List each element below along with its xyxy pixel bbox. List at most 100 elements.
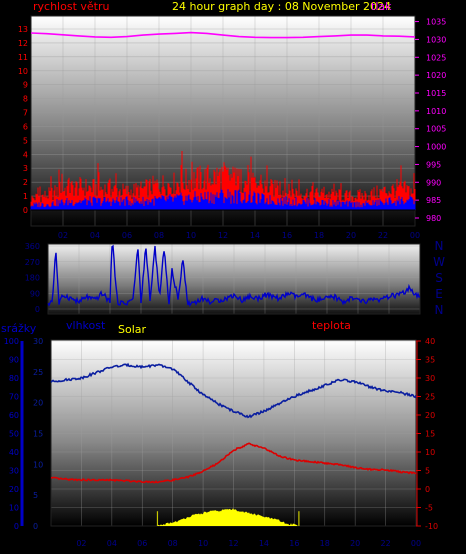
rain-tick-50: 50	[9, 430, 19, 439]
dir-tick-180: 180	[25, 274, 40, 283]
rain-tick-0: 0	[14, 522, 19, 531]
pressure-tick-985: 985	[426, 196, 441, 205]
dir-tick-360: 360	[25, 242, 40, 251]
dir-tick-0: 0	[35, 305, 40, 314]
time-axis-1: 02 04 06 08 10 12 14 16 18 20 22 00	[58, 231, 420, 240]
temp-tick-20: 20	[425, 411, 435, 420]
wind-tick-11: 11	[18, 53, 28, 62]
time-tick1-12: 12	[218, 231, 228, 240]
pressure-tick-1020: 1020	[426, 71, 446, 80]
time-tick3-20: 20	[350, 539, 360, 548]
direction-axis: 0 90 180 270 360	[25, 242, 40, 314]
pressure-tick-1025: 1025	[426, 53, 446, 62]
compass-w-1: W	[433, 255, 445, 269]
wind-tick-13: 13	[18, 25, 28, 34]
time-tick1-20: 20	[346, 231, 356, 240]
wind-tick-4: 4	[23, 150, 28, 159]
wind-speed-label: rychlost větru	[33, 0, 109, 13]
humidity-label: vlhkost	[66, 319, 106, 332]
compass-n-4: N	[435, 303, 444, 317]
wind-direction-frame	[47, 243, 421, 315]
wind-pressure-series	[30, 31, 416, 210]
pressure-tick-1015: 1015	[426, 89, 446, 98]
wind-tick-9: 9	[23, 81, 28, 90]
rain-label: srážky	[1, 322, 37, 335]
rain-tick-60: 60	[9, 411, 19, 420]
time-tick1-10: 10	[186, 231, 196, 240]
temperature-line	[50, 442, 417, 484]
time-tick3-08: 08	[168, 539, 178, 548]
wind-pressure-frame	[30, 15, 416, 227]
rain-tick-90: 90	[9, 356, 19, 365]
temp-tick-40: 40	[425, 337, 435, 346]
humidity-tick-10: 10	[33, 460, 43, 469]
temp-tick-0: 0	[425, 485, 430, 494]
rain-tick-40: 40	[9, 448, 19, 457]
time-tick1-16: 16	[282, 231, 292, 240]
pressure-label: tlak	[371, 0, 392, 13]
pressure-tick-995: 995	[426, 160, 441, 169]
time-tick1-04: 04	[90, 231, 100, 240]
time-tick3-00: 00	[411, 539, 421, 548]
wind-direction-series	[47, 244, 421, 308]
humidity-tick-20: 20	[33, 399, 43, 408]
rain-tick-10: 10	[9, 504, 19, 513]
time-tick3-16: 16	[289, 539, 299, 548]
wind-tick-1: 1	[23, 192, 28, 201]
humidity-tick-5: 5	[33, 491, 38, 500]
pressure-tick-990: 990	[426, 178, 441, 187]
compass-s-2: S	[435, 271, 443, 285]
time-tick1-08: 08	[154, 231, 164, 240]
compass-n-0: N	[435, 239, 444, 253]
time-tick1-14: 14	[250, 231, 260, 240]
wind-tick-6: 6	[23, 122, 28, 131]
rain-tick-80: 80	[9, 374, 19, 383]
temp-tick-35: 35	[425, 356, 435, 365]
time-tick3-22: 22	[380, 539, 390, 548]
humidity-line	[50, 362, 417, 419]
solar-area	[51, 508, 416, 526]
time-tick3-12: 12	[228, 539, 238, 548]
time-tick1-06: 06	[122, 231, 132, 240]
rain-tick-70: 70	[9, 393, 19, 402]
time-tick1-22: 22	[378, 231, 388, 240]
pressure-tick-980: 980	[426, 214, 441, 223]
humidity-tick-30: 30	[33, 337, 43, 346]
time-axis-3: 02 04 06 08 10 12 14 16 18 20 22 00	[76, 539, 421, 548]
temperature-axis: -10 -5 0 5 10 15 20 25 30 35 40	[416, 337, 438, 531]
humidity-temp-series	[50, 362, 417, 526]
pressure-tick-1035: 1035	[426, 18, 446, 27]
humidity-axis: 0 5 10 15 20 25 30	[33, 337, 43, 531]
pressure-axis: 980 985 990 995 1000 1005 1010 1015 1020 1025 1030…	[415, 18, 446, 223]
time-tick1-02: 02	[58, 231, 68, 240]
time-tick3-06: 06	[137, 539, 147, 548]
temp-tick-30: 30	[425, 374, 435, 383]
wind-tick-12: 12	[18, 39, 28, 48]
pressure-tick-1010: 1010	[426, 107, 446, 116]
time-tick3-10: 10	[198, 539, 208, 548]
wind-direction-line	[47, 244, 421, 308]
dir-tick-270: 270	[25, 258, 40, 267]
wind-tick-10: 10	[18, 67, 28, 76]
pressure-tick-1030: 1030	[426, 35, 446, 44]
time-tick3-14: 14	[259, 539, 269, 548]
temp-tick-15: 15	[425, 430, 435, 439]
time-tick3-18: 18	[320, 539, 330, 548]
humidity-tick-15: 15	[33, 430, 43, 439]
humidity-temp-gridlines	[51, 340, 417, 527]
pressure-line	[30, 31, 416, 39]
temp-tick-25: 25	[425, 393, 435, 402]
humidity-tick-25: 25	[33, 368, 43, 377]
rain-tick-30: 30	[9, 467, 19, 476]
wind-speed-bars	[30, 189, 416, 210]
rain-axis: 0 10 20 30 40 50 60 70 80 90 100	[4, 337, 24, 531]
compass-e-3: E	[435, 287, 443, 301]
chart-title: 24 hour graph day : 08 November 2024	[172, 0, 391, 13]
wind-tick-3: 3	[23, 164, 28, 173]
dir-tick-90: 90	[30, 289, 40, 298]
pressure-tick-1005: 1005	[426, 125, 446, 134]
wind-tick-2: 2	[23, 178, 28, 187]
